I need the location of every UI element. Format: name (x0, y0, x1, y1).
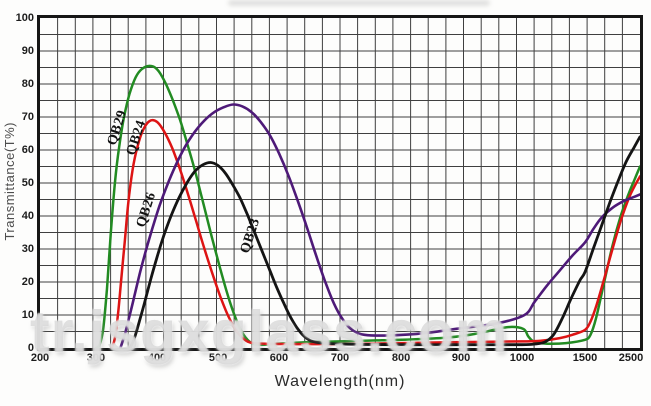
y-tick-label-70: 70 (21, 111, 34, 123)
x-tick-label-1500: 1500 (572, 352, 598, 364)
x-tick-label-400: 400 (147, 352, 167, 364)
y-tick-label-50: 50 (21, 177, 34, 189)
plot-area (37, 15, 643, 351)
y-tick-label-60: 60 (21, 144, 34, 156)
y-tick-label-0: 0 (27, 342, 34, 354)
x-tick-label-500: 500 (208, 352, 228, 364)
x-tick-label-2500: 2500 (618, 352, 644, 364)
x-axis-title: Wavelength(nm) (274, 373, 406, 390)
cropped-title-remnant (228, 0, 490, 6)
x-tick-label-200: 200 (30, 352, 50, 364)
x-tick-label-1000: 1000 (509, 352, 535, 364)
curve-qb26 (119, 103, 640, 348)
chart-svg (40, 18, 640, 348)
x-tick-label-700: 700 (330, 352, 350, 364)
y-tick-label-10: 10 (21, 309, 34, 321)
curve-qb24 (110, 118, 640, 348)
curve-qb29 (94, 64, 640, 348)
y-tick-label-40: 40 (21, 210, 34, 222)
curve-qb23 (128, 135, 640, 348)
y-tick-label-30: 30 (21, 243, 34, 255)
y-axis-title: Transmittance(T%) (2, 122, 17, 241)
x-tick-label-300: 300 (86, 352, 106, 364)
y-tick-label-20: 20 (21, 276, 34, 288)
x-tick-label-600: 600 (269, 352, 289, 364)
y-tick-label-80: 80 (21, 78, 34, 90)
y-tick-label-100: 100 (15, 12, 34, 24)
y-tick-label-90: 90 (21, 45, 34, 57)
x-tick-label-800: 800 (391, 352, 411, 364)
x-tick-label-900: 900 (451, 352, 471, 364)
grid-lines (40, 18, 640, 348)
